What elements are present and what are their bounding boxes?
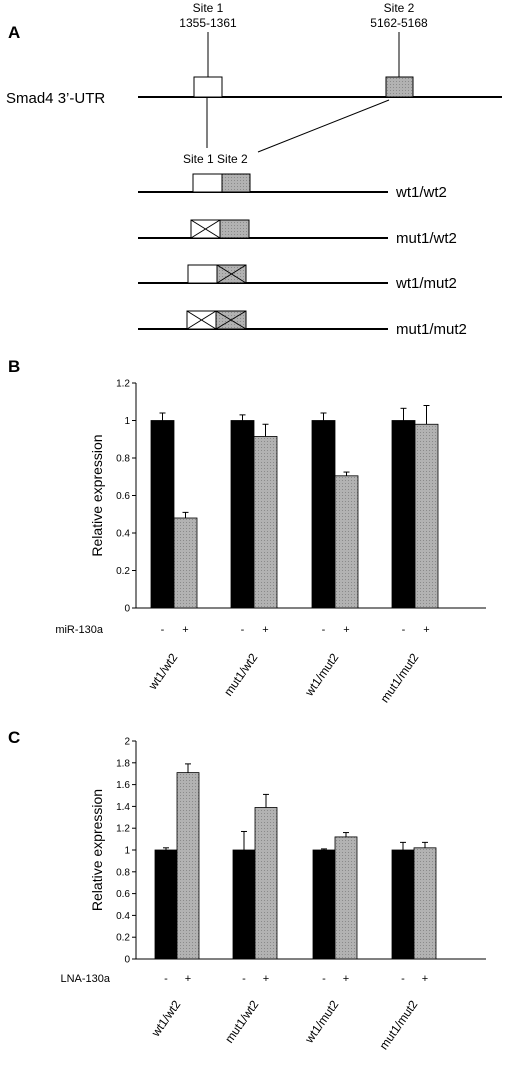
bar: [311, 420, 336, 609]
bar: [334, 836, 358, 960]
construct-label: mut1/wt2: [396, 230, 457, 247]
treatment-sign: +: [182, 624, 188, 636]
panel-a-label: A: [8, 23, 20, 42]
treatment-sign: -: [161, 624, 165, 636]
y-axis-label: Relative expression: [89, 434, 105, 556]
treatment-label: LNA-130a: [60, 973, 110, 985]
construct-site1-box: [187, 264, 218, 284]
site2-name: Site 2: [384, 1, 415, 15]
x-category-label: wt1/mut2: [301, 650, 341, 699]
y-tick-label: 1.6: [116, 780, 130, 791]
bar: [232, 849, 256, 960]
construct-label: mut1/mut2: [396, 321, 467, 338]
treatment-sign: -: [322, 624, 326, 636]
y-tick-label: 0.4: [116, 911, 130, 922]
x-category-label: mut1/mut2: [377, 650, 421, 705]
x-category-label: wt1/mut2: [301, 997, 341, 1046]
x-category-label: wt1/wt2: [145, 650, 181, 692]
treatment-sign: -: [402, 624, 406, 636]
y-tick-label: 1.8: [116, 758, 130, 769]
treatment-sign: -: [322, 973, 326, 985]
bar: [391, 420, 416, 609]
y-tick-label: 0: [124, 604, 130, 615]
treatment-sign: -: [242, 973, 246, 985]
y-tick-label: 0.6: [116, 491, 130, 502]
bar: [391, 849, 415, 960]
zoom-line-right: [257, 99, 390, 153]
bar: [173, 517, 198, 609]
construct-list: wt1/wt2 mut1/wt2 wt1/mut2 mut1/mut2: [138, 173, 467, 338]
y-tick-label: 1.2: [116, 824, 130, 835]
treatment-sign: +: [343, 973, 349, 985]
treatment-sign: -: [241, 624, 245, 636]
panel-a-schematic: A Site 1 1355-1361 Site 2 5162-5168 Smad…: [6, 1, 502, 338]
bar: [230, 420, 255, 609]
treatment-sign: +: [185, 973, 191, 985]
y-tick-label: 1: [124, 846, 130, 857]
site1-range: 1355-1361: [179, 16, 237, 30]
x-category-label: mut1/wt2: [222, 997, 262, 1045]
treatment-sign: +: [423, 624, 429, 636]
bar: [413, 847, 437, 960]
site2-range: 5162-5168: [370, 16, 428, 30]
y-tick-label: 0: [124, 955, 130, 966]
zoom-site-labels: Site 1 Site 2: [183, 152, 248, 166]
panel-b-chart: Relative expression 0 0.2 0.4 0.6 0.8 1 1.2 miR-…: [55, 379, 486, 705]
y-tick-label: 2: [124, 737, 130, 748]
utr-site2-box: [385, 76, 414, 98]
construct-site1-box: [192, 173, 223, 193]
panel-c-chart: Relative expression 0 0.2 0.4 0.6 0.8 1 1.2 1.4 1…: [60, 737, 486, 1052]
construct-site2-box: [219, 219, 250, 239]
y-tick-label: 1: [124, 416, 130, 427]
y-tick-label: 0.2: [116, 566, 130, 577]
utr-site1-box: [193, 76, 223, 98]
panel-c-label: C: [8, 728, 20, 747]
panel-b-label: B: [8, 357, 20, 376]
y-tick-label: 0.2: [116, 933, 130, 944]
site1-name: Site 1: [193, 1, 224, 15]
bar: [334, 475, 359, 609]
utr-label: Smad4 3’-UTR: [6, 90, 105, 107]
y-tick-label: 0.8: [116, 867, 130, 878]
construct-site2-box: [221, 173, 251, 193]
x-category-label: mut1/mut2: [376, 997, 420, 1052]
bar: [254, 807, 278, 960]
bar: [150, 420, 175, 609]
bar: [176, 772, 200, 960]
treatment-sign: -: [164, 973, 168, 985]
treatment-sign: -: [401, 973, 405, 985]
y-tick-label: 1.4: [116, 802, 130, 813]
construct-label: wt1/mut2: [395, 275, 457, 292]
mutation-cross-line: [190, 219, 221, 239]
treatment-sign: +: [262, 624, 268, 636]
treatment-sign: +: [422, 973, 428, 985]
treatment-sign: +: [263, 973, 269, 985]
y-axis-label: Relative expression: [89, 789, 105, 911]
y-tick-label: 0.4: [116, 529, 130, 540]
construct-label: wt1/wt2: [395, 184, 447, 201]
mutation-cross-line: [215, 310, 247, 330]
mutation-cross-line: [186, 310, 217, 330]
mutation-cross-line: [216, 264, 247, 284]
bar: [253, 436, 278, 609]
y-tick-label: 1.2: [116, 379, 130, 390]
bar: [414, 423, 439, 609]
treatment-sign: +: [343, 624, 349, 636]
bar: [312, 849, 336, 960]
x-category-label: wt1/wt2: [148, 997, 184, 1039]
bar: [154, 849, 178, 960]
x-category-label: mut1/wt2: [221, 650, 261, 698]
y-tick-label: 0.6: [116, 889, 130, 900]
y-tick-label: 0.8: [116, 454, 130, 465]
treatment-label: miR-130a: [55, 624, 104, 636]
